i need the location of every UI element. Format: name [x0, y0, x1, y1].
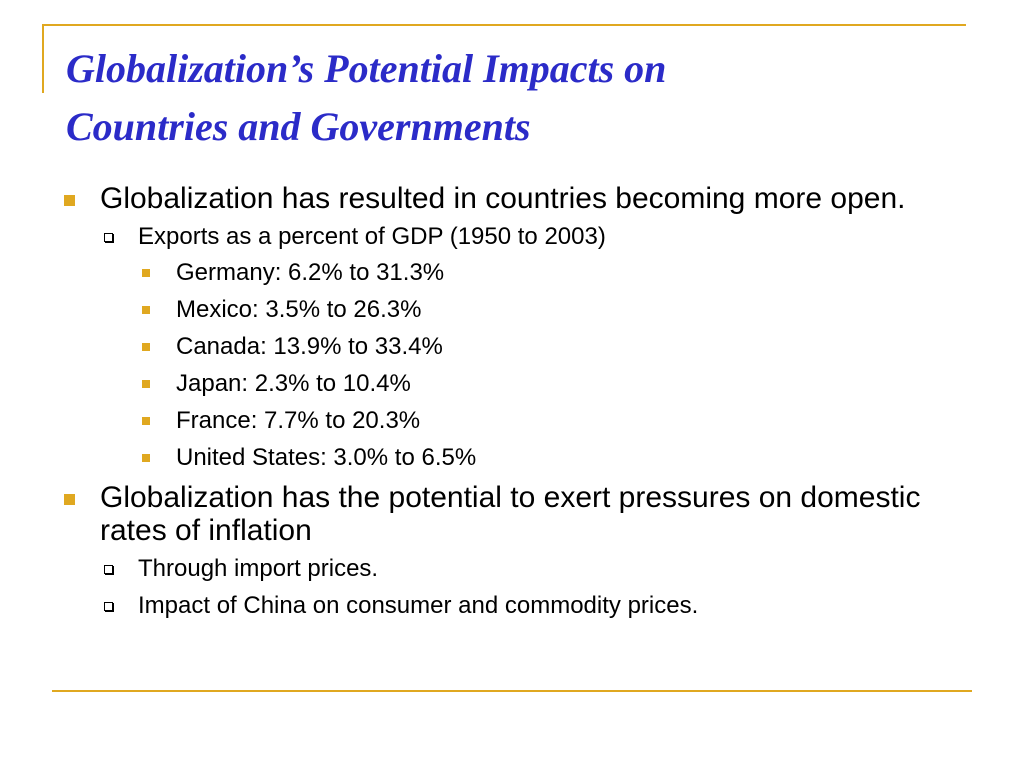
sub-bullet-text: Through import prices.: [138, 555, 379, 582]
sub-bullet-list: Exports as a percent of GDP (1950 to 200…: [100, 223, 982, 472]
country-text: Germany: 6.2% to 31.3%: [176, 259, 445, 286]
top-rule: [42, 24, 966, 26]
bullet-item: Globalization has resulted in countries …: [62, 182, 982, 472]
title-line-2: Countries and Governments: [66, 104, 531, 149]
country-item: Canada: 13.9% to 33.4%: [138, 333, 982, 361]
square-bullet-icon: [142, 380, 150, 388]
bullet-list: Globalization has resulted in countries …: [62, 182, 982, 629]
bullet-text: Globalization has resulted in countries …: [100, 182, 906, 215]
hollow-square-bullet-icon: [104, 233, 113, 242]
sub-bullet-item: Impact of China on consumer and commodit…: [100, 592, 982, 620]
hollow-square-bullet-icon: [104, 602, 113, 611]
country-item: Japan: 2.3% to 10.4%: [138, 370, 982, 398]
square-bullet-icon: [142, 306, 150, 314]
square-bullet-icon: [142, 417, 150, 425]
country-text: United States: 3.0% to 6.5%: [176, 444, 477, 471]
country-text: Japan: 2.3% to 10.4%: [176, 370, 411, 397]
slide-title: Globalization’s Potential Impacts on Cou…: [66, 40, 966, 156]
square-bullet-icon: [142, 343, 150, 351]
country-item: Mexico: 3.5% to 26.3%: [138, 296, 982, 324]
country-item: Germany: 6.2% to 31.3%: [138, 259, 982, 287]
bullet-item: Globalization has the potential to exert…: [62, 481, 982, 620]
country-item: United States: 3.0% to 6.5%: [138, 444, 982, 472]
hollow-square-bullet-icon: [104, 565, 113, 574]
square-bullet-icon: [142, 269, 150, 277]
country-text: Canada: 13.9% to 33.4%: [176, 333, 443, 360]
title-line-1: Globalization’s Potential Impacts on: [66, 46, 667, 91]
sub-bullet-text: Exports as a percent of GDP (1950 to 200…: [138, 223, 606, 250]
sub-bullet-item: Exports as a percent of GDP (1950 to 200…: [100, 223, 982, 472]
square-bullet-icon: [64, 494, 75, 505]
square-bullet-icon: [64, 195, 75, 206]
country-text: Mexico: 3.5% to 26.3%: [176, 296, 422, 323]
country-item: France: 7.7% to 20.3%: [138, 407, 982, 435]
bullet-text: Globalization has the potential to exert…: [100, 481, 921, 547]
square-bullet-icon: [142, 454, 150, 462]
country-text: France: 7.7% to 20.3%: [176, 407, 421, 434]
sub-bullet-list: Through import prices. Impact of China o…: [100, 555, 982, 620]
sub-bullet-text: Impact of China on consumer and commodit…: [138, 592, 699, 619]
left-rule: [42, 24, 44, 93]
country-list: Germany: 6.2% to 31.3% Mexico: 3.5% to 2…: [138, 259, 982, 472]
sub-bullet-item: Through import prices.: [100, 555, 982, 583]
bottom-rule: [52, 690, 972, 692]
